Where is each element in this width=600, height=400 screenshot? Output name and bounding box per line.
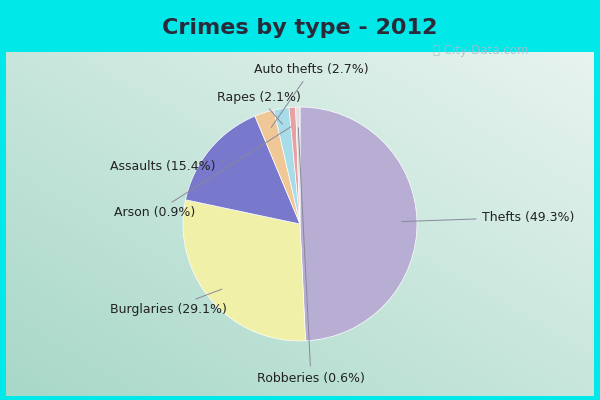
Text: ⓘ City-Data.com: ⓘ City-Data.com [433, 44, 528, 57]
Wedge shape [274, 108, 300, 224]
Wedge shape [300, 107, 417, 341]
Wedge shape [296, 107, 300, 224]
Text: Rapes (2.1%): Rapes (2.1%) [217, 91, 301, 124]
Text: Robberies (0.6%): Robberies (0.6%) [257, 128, 365, 385]
Text: Thefts (49.3%): Thefts (49.3%) [402, 211, 574, 224]
Wedge shape [289, 107, 300, 224]
Wedge shape [183, 200, 305, 341]
Text: Crimes by type - 2012: Crimes by type - 2012 [163, 18, 437, 38]
Text: Auto thefts (2.7%): Auto thefts (2.7%) [254, 63, 368, 127]
Text: Arson (0.9%): Arson (0.9%) [114, 127, 291, 220]
Wedge shape [255, 110, 300, 224]
Wedge shape [185, 116, 300, 224]
Text: Burglaries (29.1%): Burglaries (29.1%) [110, 289, 227, 316]
Text: Assaults (15.4%): Assaults (15.4%) [110, 160, 224, 173]
